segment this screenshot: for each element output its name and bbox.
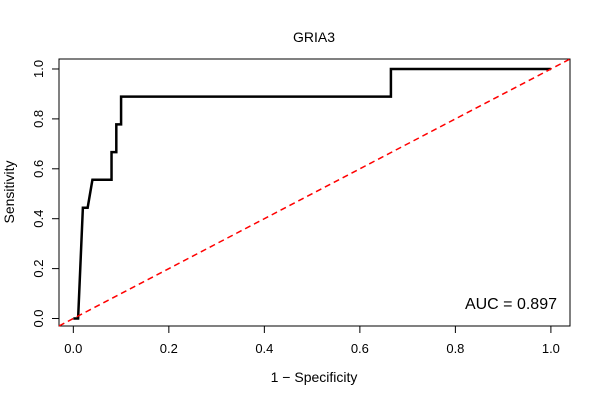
x-tick-label: 0.4	[255, 341, 273, 356]
x-tick-label: 1.0	[542, 341, 560, 356]
x-tick-label: 0.6	[351, 341, 369, 356]
y-tick-label: 1.0	[31, 60, 46, 78]
y-tick-label: 0.4	[31, 210, 46, 228]
y-tick-label: 0.6	[31, 160, 46, 178]
y-tick-label: 0.2	[31, 260, 46, 278]
x-tick-label: 0.0	[64, 341, 82, 356]
series-layer	[58, 58, 571, 327]
y-tick-label: 0.0	[31, 309, 46, 327]
roc-curve-line	[73, 67, 551, 320]
x-tick-label: 0.8	[446, 341, 464, 356]
y-tick-label: 0.8	[31, 110, 46, 128]
reference-diagonal-line	[58, 58, 571, 327]
y-axis: 0.0 0.2 0.4 0.6 0.8 1.0	[31, 60, 59, 328]
chart-title: GRIA3	[293, 29, 335, 45]
auc-annotation: AUC = 0.897	[465, 296, 557, 313]
x-tick-label: 0.2	[160, 341, 178, 356]
x-axis-label: 1 − Specificity	[271, 369, 358, 385]
x-axis: 0.0 0.2 0.4 0.6 0.8 1.0	[64, 326, 560, 356]
plot-frame	[58, 58, 571, 327]
y-axis-label: Sensitivity	[1, 160, 17, 223]
